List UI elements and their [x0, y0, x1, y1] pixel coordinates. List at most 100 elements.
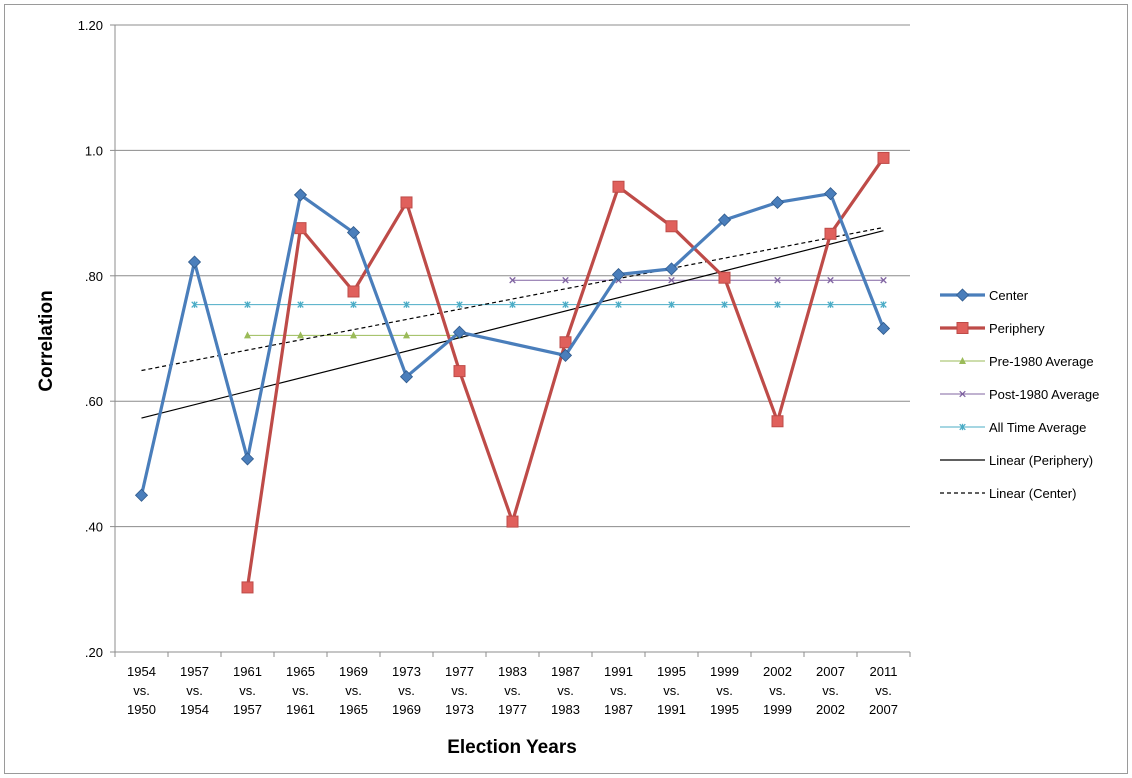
x-tick-label-line: vs.: [610, 683, 627, 698]
post1980-point-marker: [959, 390, 966, 398]
series-post-1980-average: [509, 276, 887, 284]
alltime-point-marker: [191, 301, 198, 308]
x-tick-label-line: 1957: [180, 664, 209, 679]
x-tick-label-line: vs.: [557, 683, 574, 698]
y-axis-title: Correlation: [36, 290, 57, 391]
x-tick-label-line: 1954: [127, 664, 156, 679]
center-point-marker: [346, 225, 361, 240]
x-tick-label-line: 1995: [710, 702, 739, 717]
center-point-marker: [240, 452, 255, 466]
alltime-point-marker: [509, 301, 516, 308]
periphery-point-marker: [612, 180, 625, 193]
x-axis-ticks: 1954 vs. 1950 1957 vs. 1954 1961 vs. 1957 1965 vs.…: [114, 652, 911, 717]
x-tick-label-line: vs.: [133, 683, 150, 698]
periphery-point-marker: [718, 271, 731, 284]
periphery-point-marker: [294, 222, 307, 235]
x-tick-label-line: 1961: [286, 702, 315, 717]
x-tick-label-line: 1961: [233, 664, 262, 679]
post1980-point-marker: [880, 276, 887, 284]
periphery-point-marker: [453, 365, 466, 378]
legend-item-periphery: Periphery: [940, 321, 1045, 336]
marker-stroke: [509, 276, 516, 284]
x-tick-label-line: vs.: [822, 683, 839, 698]
post1980-point-marker: [668, 276, 675, 284]
x-tick-label: 2002 vs. 1999: [763, 664, 792, 717]
x-tick-label: 2007 vs. 2002: [816, 664, 845, 717]
x-tick-label-line: 1954: [180, 702, 209, 717]
post1980-point-marker: [509, 276, 516, 284]
center-point-marker: [611, 267, 626, 282]
marker-stroke: [880, 276, 887, 284]
alltime-point-marker: [959, 423, 966, 431]
y-tick-label: .60: [85, 394, 103, 409]
x-tick-label-line: 1991: [604, 664, 633, 679]
series-periphery: [241, 151, 890, 594]
center-point-marker: [823, 187, 838, 201]
x-tick-label-line: 2002: [816, 702, 845, 717]
alltime-point-marker: [615, 301, 622, 308]
periphery-point-marker: [771, 415, 784, 428]
x-axis-title: Election Years: [447, 737, 577, 758]
periphery-point-marker: [877, 151, 890, 164]
chart-frame: 1.20 1.0.80.60.40.20 1954 vs. 1950 1957 vs. 19…: [4, 4, 1128, 774]
x-tick-label-line: vs.: [716, 683, 733, 698]
x-tick-label-line: 1999: [763, 702, 792, 717]
center-point-marker: [558, 348, 573, 362]
x-tick-label-line: vs.: [345, 683, 362, 698]
alltime-point-marker: [721, 301, 728, 308]
alltime-point-marker: [880, 301, 887, 308]
post1980-point-marker: [774, 276, 781, 284]
pre1980-point-marker: [959, 357, 966, 364]
center-point-marker: [717, 213, 732, 227]
series-line-linear-center: [141, 226, 884, 372]
x-tick-label-line: 1973: [392, 664, 421, 679]
y-axis-ticks: 1.20 1.0 .80 .60 .40 .20: [78, 18, 115, 660]
x-tick-label-line: 1987: [551, 664, 580, 679]
x-tick-label: 1977 vs. 1973: [445, 664, 474, 717]
x-tick-label: 1969 vs. 1965: [339, 664, 368, 717]
x-tick-label-line: 2011: [870, 664, 898, 679]
x-tick-label-line: 2002: [763, 664, 792, 679]
center-point-marker: [187, 255, 202, 269]
pre1980-point-marker: [244, 331, 251, 339]
x-tick-label-line: vs.: [292, 683, 309, 698]
marker-stroke: [827, 276, 834, 284]
x-tick-label-line: vs.: [239, 683, 256, 698]
x-tick-label-line: vs.: [398, 683, 415, 698]
x-tick-label: 1987 vs. 1983: [551, 664, 580, 717]
gridlines: [114, 24, 910, 653]
legend-item-post-1980-average: Post-1980 Average: [940, 387, 1099, 402]
legend-label: Pre-1980 Average: [989, 354, 1094, 369]
x-tick-label: 1965 vs. 1961: [286, 664, 315, 717]
series-center: [134, 187, 891, 502]
x-tick-label-line: 1983: [498, 664, 527, 679]
x-tick-label-line: 1977: [445, 664, 474, 679]
legend-label: Linear (Center): [989, 486, 1076, 501]
center-point-marker: [664, 262, 679, 276]
x-tick-label: 1973 vs. 1969: [392, 664, 421, 717]
pre1980-point-marker: [350, 331, 357, 339]
x-tick-label-line: 1957: [233, 702, 262, 717]
y-tick-label: .40: [85, 520, 103, 535]
periphery-point-marker: [956, 322, 969, 334]
x-tick-label-line: 1969: [392, 702, 421, 717]
periphery-point-marker: [347, 285, 360, 298]
x-tick-label-line: vs.: [186, 683, 203, 698]
y-tick-label: .20: [85, 645, 103, 660]
alltime-point-marker: [350, 301, 357, 308]
x-tick-label: 2011 vs. 2007: [869, 664, 898, 717]
x-tick-label-line: vs.: [875, 683, 892, 698]
legend-label: Post-1980 Average: [989, 387, 1099, 402]
center-point-marker: [955, 288, 970, 302]
x-tick-label: 1983 vs. 1977: [498, 664, 527, 717]
marker-stroke: [774, 276, 781, 284]
center-point-marker: [134, 488, 149, 502]
series-line-center: [139, 192, 885, 496]
legend-item-pre-1980-average: Pre-1980 Average: [940, 354, 1094, 369]
periphery-point-marker: [824, 227, 837, 240]
alltime-point-marker: [297, 301, 304, 308]
marker-stroke: [562, 276, 569, 284]
marker-stroke: [959, 390, 966, 398]
x-tick-label-line: vs.: [451, 683, 468, 698]
alltime-point-marker: [403, 301, 410, 308]
